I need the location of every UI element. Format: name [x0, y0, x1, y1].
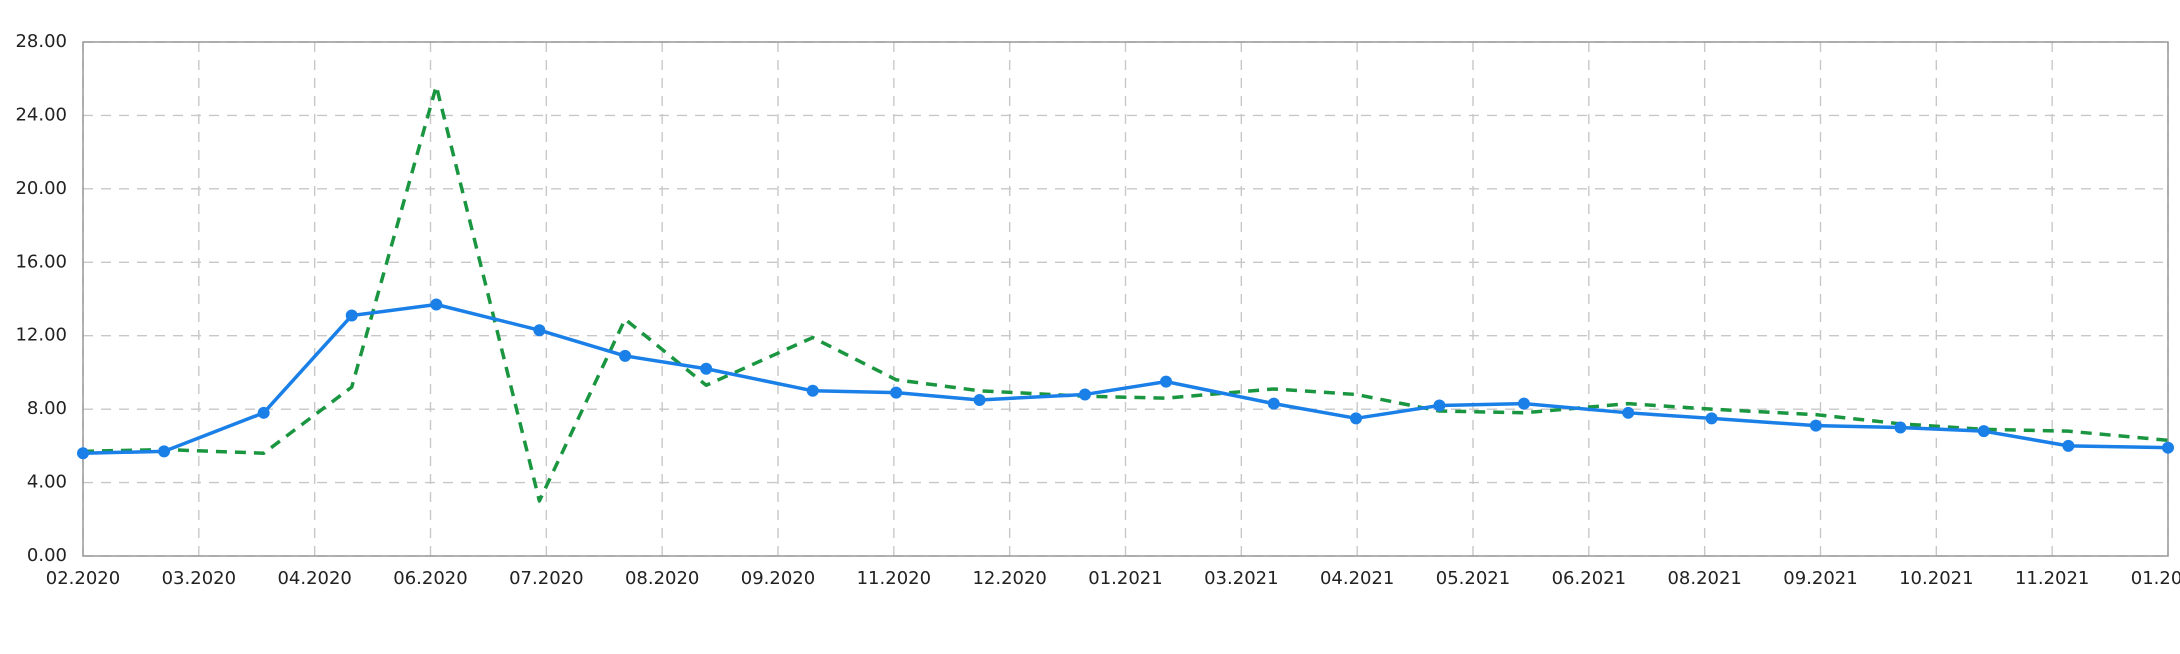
data-point: [257, 406, 270, 419]
x-tick-label: 08.2020: [625, 568, 699, 589]
series-line: [82, 302, 2169, 455]
x-tick-label: 09.2020: [741, 568, 815, 589]
x-tick-label: 12.2020: [972, 568, 1046, 589]
y-tick-label: 0.00: [27, 545, 67, 566]
x-tick-label: 01.2022: [2131, 568, 2180, 589]
y-tick-label: 4.00: [27, 472, 67, 493]
data-point: [1705, 412, 1718, 425]
data-point: [1894, 421, 1907, 434]
x-tick-label: 08.2021: [1667, 568, 1741, 589]
data-point: [1078, 388, 1091, 401]
x-tick-label: 06.2020: [393, 568, 467, 589]
x-tick-label: 06.2021: [1552, 568, 1626, 589]
y-tick-label: 24.00: [15, 104, 67, 125]
y-tick-label: 20.00: [15, 178, 67, 199]
y-tick-label: 16.00: [15, 251, 67, 272]
data-point: [1809, 419, 1822, 432]
data-point: [619, 349, 632, 362]
x-tick-label: 11.2021: [2015, 568, 2089, 589]
data-point: [1350, 412, 1363, 425]
data-point: [1267, 397, 1280, 410]
data-point: [890, 386, 903, 399]
x-tick-label: 05.2021: [1436, 568, 1510, 589]
data-point: [973, 393, 986, 406]
x-tick-label: 01.2021: [1088, 568, 1162, 589]
y-tick-label: 8.00: [27, 398, 67, 419]
data-point: [2062, 439, 2075, 452]
data-point: [1517, 397, 1530, 410]
data-point: [158, 445, 171, 458]
x-tick-label: 02.2020: [46, 568, 120, 589]
y-tick-label: 12.00: [15, 325, 67, 346]
series-line: [82, 84, 2169, 503]
data-point: [700, 362, 713, 375]
x-tick-label: 11.2020: [857, 568, 931, 589]
data-point: [806, 384, 819, 397]
data-point: [1622, 406, 1635, 419]
data-point: [430, 298, 443, 311]
data-point: [1977, 425, 1990, 438]
x-tick-label: 03.2020: [162, 568, 236, 589]
x-tick-label: 07.2020: [509, 568, 583, 589]
x-tick-label: 04.2021: [1320, 568, 1394, 589]
x-tick-label: 10.2021: [1899, 568, 1973, 589]
data-point: [77, 447, 89, 460]
x-tick-label: 04.2020: [277, 568, 351, 589]
plot-frame: [82, 41, 2169, 557]
data-point: [345, 309, 358, 322]
y-tick-label: 28.00: [15, 31, 67, 52]
data-point: [2162, 441, 2174, 454]
data-point: [1160, 375, 1173, 388]
data-point: [1433, 399, 1446, 412]
x-tick-label: 09.2021: [1783, 568, 1857, 589]
data-point: [533, 324, 546, 337]
x-tick-label: 03.2021: [1204, 568, 1278, 589]
